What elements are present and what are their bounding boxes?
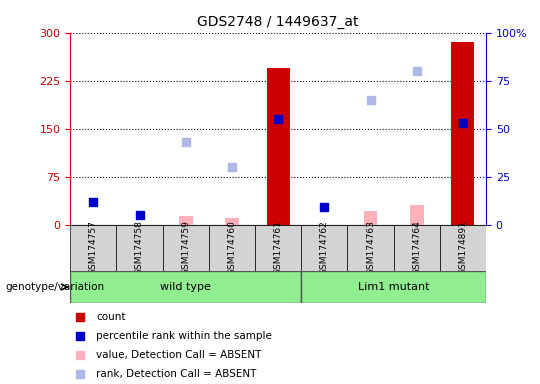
Point — [320, 204, 329, 210]
Text: wild type: wild type — [160, 282, 211, 292]
Text: GSM174759: GSM174759 — [181, 220, 190, 275]
Text: GSM174757: GSM174757 — [89, 220, 98, 275]
Bar — [70, 271, 301, 303]
Point — [458, 120, 467, 126]
Point — [386, 255, 395, 262]
Bar — [410, 205, 423, 225]
Bar — [179, 216, 193, 225]
Text: value, Detection Call = ABSENT: value, Detection Call = ABSENT — [96, 350, 261, 360]
Text: Lim1 mutant: Lim1 mutant — [358, 282, 429, 292]
Bar — [301, 271, 486, 303]
Bar — [255, 225, 301, 271]
Point — [386, 81, 395, 87]
Bar — [209, 225, 255, 271]
Point — [227, 164, 236, 170]
Text: GSM174758: GSM174758 — [135, 220, 144, 275]
Text: GSM174764: GSM174764 — [412, 220, 421, 275]
Text: GSM174763: GSM174763 — [366, 220, 375, 275]
Bar — [394, 225, 440, 271]
Text: GSM174761: GSM174761 — [274, 220, 282, 275]
Text: GSM174891: GSM174891 — [458, 220, 468, 275]
Point — [89, 199, 98, 205]
Point — [366, 97, 375, 103]
Text: rank, Detection Call = ABSENT: rank, Detection Call = ABSENT — [96, 369, 256, 379]
Text: count: count — [96, 312, 125, 322]
Point — [274, 116, 282, 122]
Bar — [163, 225, 209, 271]
Bar — [117, 225, 163, 271]
Point — [135, 212, 144, 218]
Bar — [440, 225, 486, 271]
Bar — [267, 68, 289, 225]
Bar — [225, 218, 239, 225]
Text: genotype/variation: genotype/variation — [5, 282, 105, 292]
Text: percentile rank within the sample: percentile rank within the sample — [96, 331, 272, 341]
Bar — [363, 210, 377, 225]
Text: GSM174760: GSM174760 — [227, 220, 237, 275]
Point — [413, 68, 421, 74]
Bar — [70, 225, 117, 271]
Title: GDS2748 / 1449637_at: GDS2748 / 1449637_at — [197, 15, 359, 29]
Text: GSM174762: GSM174762 — [320, 220, 329, 275]
Bar — [347, 225, 394, 271]
Bar — [451, 42, 475, 225]
Bar — [301, 225, 347, 271]
Point — [181, 139, 190, 145]
